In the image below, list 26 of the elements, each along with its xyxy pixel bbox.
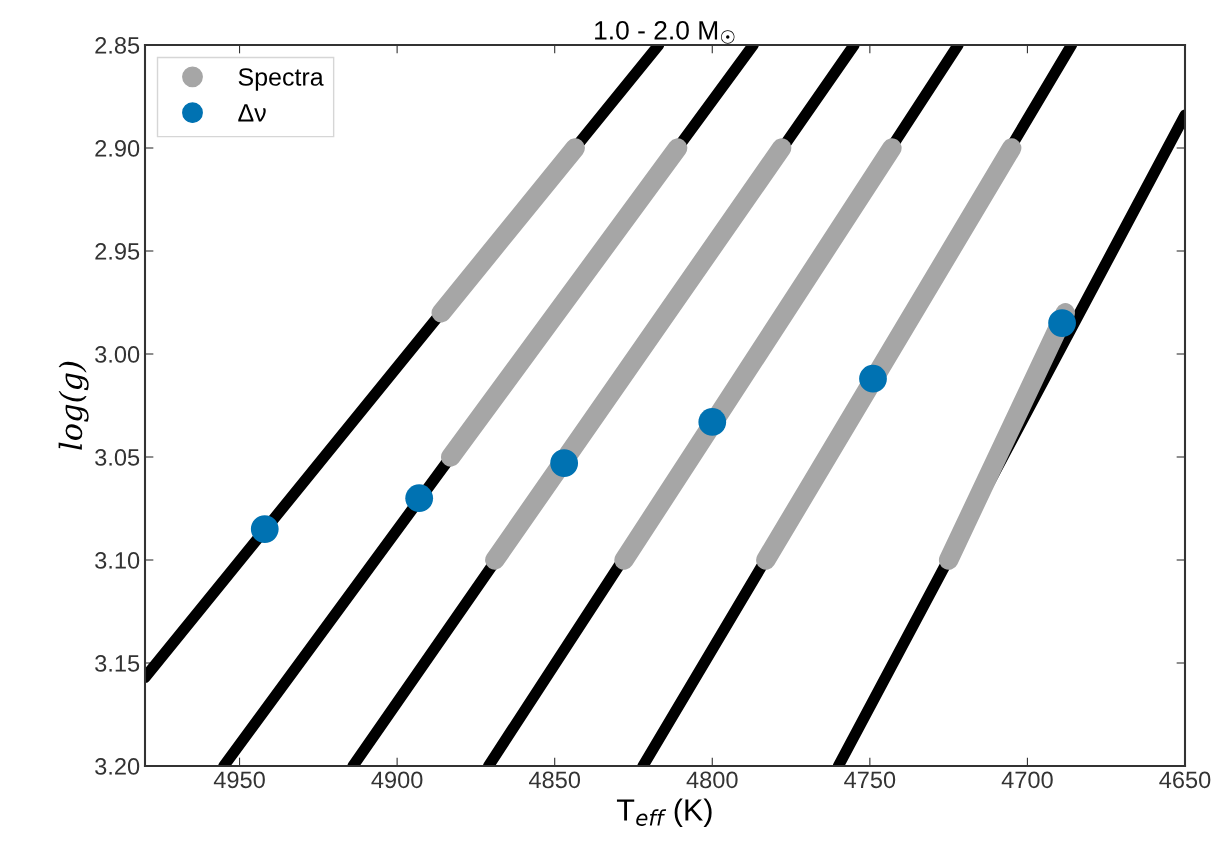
point bbox=[250, 515, 279, 543]
y-tick-label: 2.85 bbox=[95, 37, 140, 54]
x-tick-label: 4800 bbox=[686, 771, 738, 789]
point bbox=[550, 449, 579, 478]
x-tick-label: 4900 bbox=[371, 771, 423, 789]
legend-label: Δν bbox=[238, 104, 266, 122]
x-tick-label: 4750 bbox=[844, 771, 896, 789]
point bbox=[859, 364, 887, 393]
x-tick-label: 4650 bbox=[1159, 771, 1211, 789]
y-tick-label: 3.05 bbox=[95, 449, 140, 466]
point bbox=[1048, 309, 1076, 337]
y-tick-label: 3.15 bbox=[95, 655, 140, 672]
point bbox=[405, 484, 434, 513]
legend-label: Spectra bbox=[238, 68, 324, 91]
x-tick-label: 4950 bbox=[213, 771, 265, 789]
y-tick-label: 3.00 bbox=[95, 346, 140, 363]
y-tick-label: 3.20 bbox=[95, 758, 140, 775]
point bbox=[698, 408, 727, 436]
y-tick-label: 2.95 bbox=[95, 243, 140, 260]
y-axis-title: log(g) bbox=[58, 361, 89, 450]
x-tick-label: 4850 bbox=[528, 771, 581, 789]
y-tick-label: 3.10 bbox=[95, 552, 140, 569]
y-tick-label: 2.90 bbox=[95, 140, 140, 157]
x-axis-title: T$_{eff}$ (K) bbox=[616, 798, 712, 827]
chart-title: 1.0 - 2.0 M$_{☉}$ bbox=[595, 20, 735, 44]
x-tick-label: 4700 bbox=[1001, 771, 1053, 789]
